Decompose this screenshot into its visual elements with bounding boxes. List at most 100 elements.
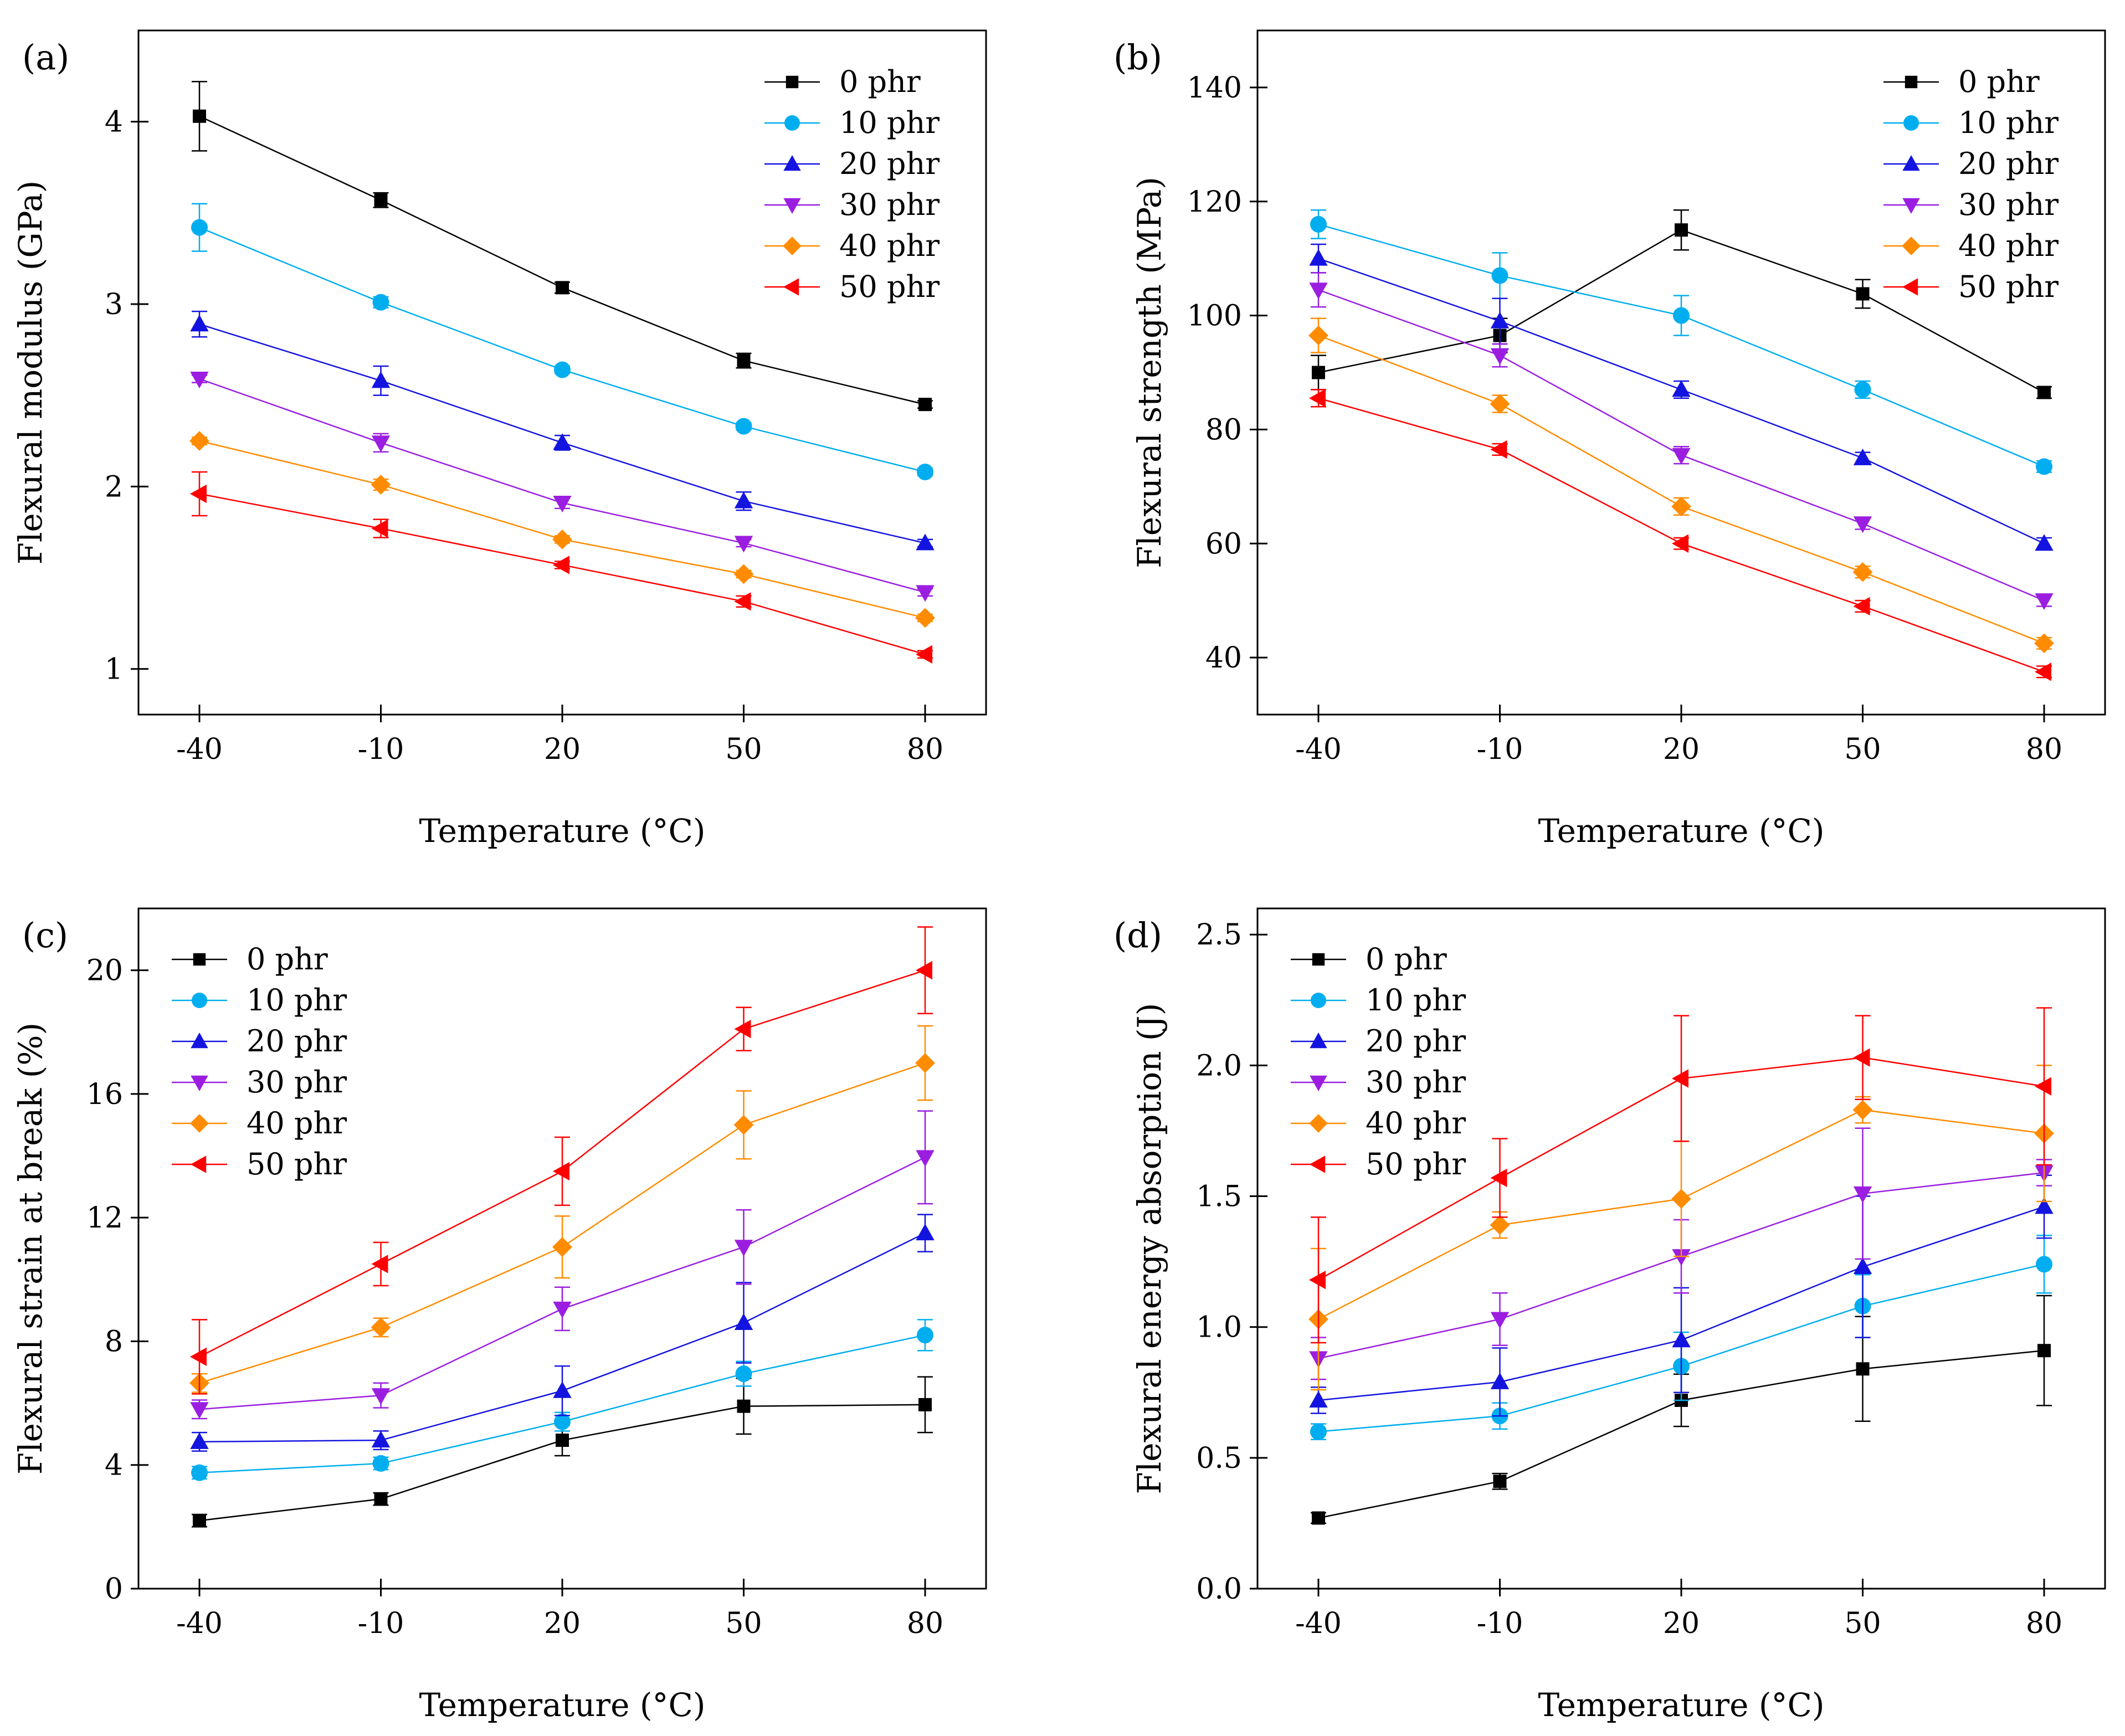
x-tick-label: 20 [544, 1607, 581, 1640]
data-point [1490, 440, 1507, 459]
data-point [2035, 534, 2054, 551]
data-point [553, 433, 572, 450]
data-point [1312, 1511, 1325, 1525]
x-tick-label: 50 [1844, 733, 1881, 766]
legend: 0 phr 10 phr 20 phr 30 phr 40 phr 50 phr [1883, 64, 2059, 304]
data-point [1853, 1257, 1872, 1275]
data-point [2034, 1077, 2051, 1096]
x-tick-label: -40 [1295, 733, 1342, 766]
data-point [374, 1492, 388, 1506]
data-point [1490, 1312, 1510, 1329]
data-point [190, 372, 209, 389]
data-point [1308, 1270, 1326, 1290]
data-point [1490, 1168, 1507, 1188]
series-line [1318, 223, 2045, 468]
legend-marker [783, 278, 799, 296]
series-line [1318, 289, 2045, 602]
legend-label: 40 phr [1958, 228, 2059, 263]
legend-label: 0 phr [839, 64, 921, 99]
data-point [1671, 1069, 1688, 1088]
legend-label: 30 phr [1366, 1065, 1466, 1100]
legend-label: 10 phr [1366, 983, 1466, 1018]
data-point [189, 1347, 207, 1367]
data-point [1490, 1372, 1510, 1389]
data-point [371, 519, 388, 538]
data-point [734, 592, 751, 611]
y-tick-label: 1.0 [1196, 1311, 1242, 1344]
data-point [1308, 325, 1328, 346]
x-tick-label: 50 [1844, 1607, 1881, 1640]
y-tick-label: 120 [1187, 186, 1242, 219]
panel-d: -40 -10 20 50 80 0.0 0.5 1.0 1.5 2.0 2.5 Temperatur… [1113, 907, 2106, 1724]
y-axis-title: Flexural strength (MPa) [1131, 177, 1168, 568]
legend-label: 20 phr [247, 1024, 347, 1059]
data-point [2036, 1256, 2052, 1273]
panel-letter: (b) [1113, 37, 1162, 78]
legend-marker [1311, 993, 1326, 1008]
x-tick-label: 20 [1663, 1607, 1700, 1640]
panel-letter: (c) [22, 915, 68, 956]
data-point [371, 435, 391, 453]
legend-label: 30 phr [1958, 187, 2059, 222]
data-point [2034, 633, 2054, 654]
data-point [552, 1237, 572, 1257]
data-point [734, 536, 753, 553]
x-tick-label: -40 [1295, 1607, 1342, 1640]
legend: 0 phr 10 phr 20 phr 30 phr 40 phr 50 phr [764, 64, 940, 304]
data-point [556, 281, 569, 295]
data-point [916, 1224, 935, 1241]
legend-marker [192, 993, 207, 1008]
legend-marker [190, 1114, 209, 1133]
data-point [556, 1434, 569, 1447]
data-point [1309, 249, 1328, 266]
data-point [737, 1399, 751, 1413]
legend-marker [783, 155, 801, 171]
data-point [191, 1464, 208, 1481]
data-point [1853, 448, 1872, 465]
legend-marker [1902, 278, 1918, 296]
y-tick-label: 20 [86, 954, 123, 988]
data-point [2034, 662, 2051, 681]
legend-marker [1902, 198, 1920, 214]
data-point [1310, 215, 1327, 233]
data-point [552, 529, 572, 549]
x-axis-title: Temperature (°C) [419, 812, 705, 850]
legend-marker [1310, 1032, 1327, 1049]
data-point [1672, 380, 1691, 397]
data-point [374, 193, 388, 207]
legend: 0 phr 10 phr 20 phr 30 phr 40 phr 50 phr [172, 942, 347, 1182]
y-tick-label: 0.0 [1196, 1573, 1242, 1606]
data-point [371, 1255, 388, 1273]
x-tick-label: 80 [2026, 733, 2062, 766]
data-point [552, 1162, 569, 1181]
y-tick-label: 80 [1205, 413, 1242, 446]
data-point [553, 1381, 572, 1398]
legend: 0 phr 10 phr 20 phr 30 phr 40 phr 50 phr [1291, 942, 1466, 1182]
data-point [918, 398, 932, 412]
data-point [190, 315, 209, 332]
data-point [1308, 389, 1326, 408]
legend-marker [786, 75, 799, 89]
data-point [1491, 267, 1508, 284]
data-point [553, 1301, 572, 1318]
data-point [1852, 1100, 1873, 1120]
data-point [191, 219, 208, 236]
data-point [734, 1313, 753, 1330]
legend-label: 0 phr [1958, 64, 2040, 99]
panel-a: -40 -10 20 50 80 1 2 3 4 Temperature (°C) Flexural… [12, 29, 987, 850]
data-point [371, 371, 391, 388]
data-point [734, 491, 753, 509]
data-point [1493, 1475, 1507, 1488]
legend-marker [783, 198, 801, 214]
x-tick-label: -40 [176, 733, 223, 766]
legend-marker [1903, 115, 1919, 131]
data-point [1672, 1331, 1691, 1348]
y-tick-label: 2.0 [1196, 1049, 1242, 1082]
legend-label: 10 phr [247, 983, 347, 1018]
y-axis-title: Flexural strain at break (%) [12, 1023, 49, 1475]
y-tick-label: 140 [1187, 71, 1242, 105]
series-line [199, 115, 926, 405]
legend-marker [1309, 1155, 1326, 1173]
data-point [917, 1327, 933, 1344]
y-tick-label: 40 [1205, 641, 1242, 675]
